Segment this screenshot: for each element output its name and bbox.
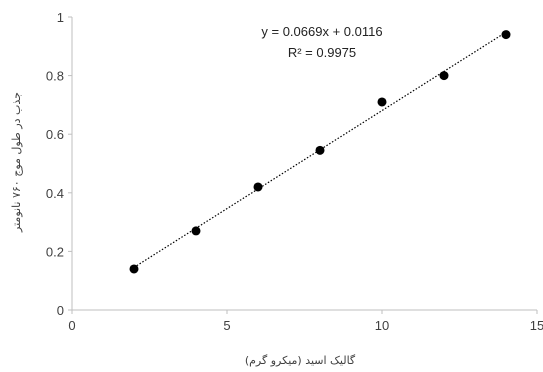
- data-point: [501, 30, 511, 40]
- trendline-equation: y = 0.0669x + 0.0116: [261, 24, 382, 39]
- points-group: [129, 30, 511, 274]
- y-tick-label: 1: [57, 10, 64, 25]
- x-tick-label: 15: [530, 318, 543, 333]
- data-point: [191, 226, 201, 236]
- data-point: [315, 145, 325, 155]
- y-tick-label: 0: [57, 303, 64, 318]
- y-tick-label: 0.2: [46, 244, 64, 259]
- x-axis: 0 5 10 15: [68, 309, 543, 333]
- x-axis-title: گالیک اسید (میکرو گرم): [245, 354, 356, 367]
- y-tick-label: 0.4: [46, 186, 64, 201]
- data-point: [129, 264, 139, 274]
- y-tick-label: 0.6: [46, 127, 64, 142]
- y-tick-label: 0.8: [46, 69, 64, 84]
- y-axis: 0 0.2 0.4 0.6 0.8 1: [46, 10, 73, 318]
- x-tick-label: 5: [223, 318, 230, 333]
- data-point: [377, 97, 387, 107]
- r-squared-label: R² = 0.9975: [288, 45, 356, 60]
- x-tick-label: 0: [68, 318, 75, 333]
- x-tick-label: 10: [375, 318, 389, 333]
- y-axis-title: جذب در طول موج ۷۶۰ نانومتر: [10, 92, 23, 233]
- data-point: [253, 182, 263, 192]
- data-point: [439, 71, 449, 81]
